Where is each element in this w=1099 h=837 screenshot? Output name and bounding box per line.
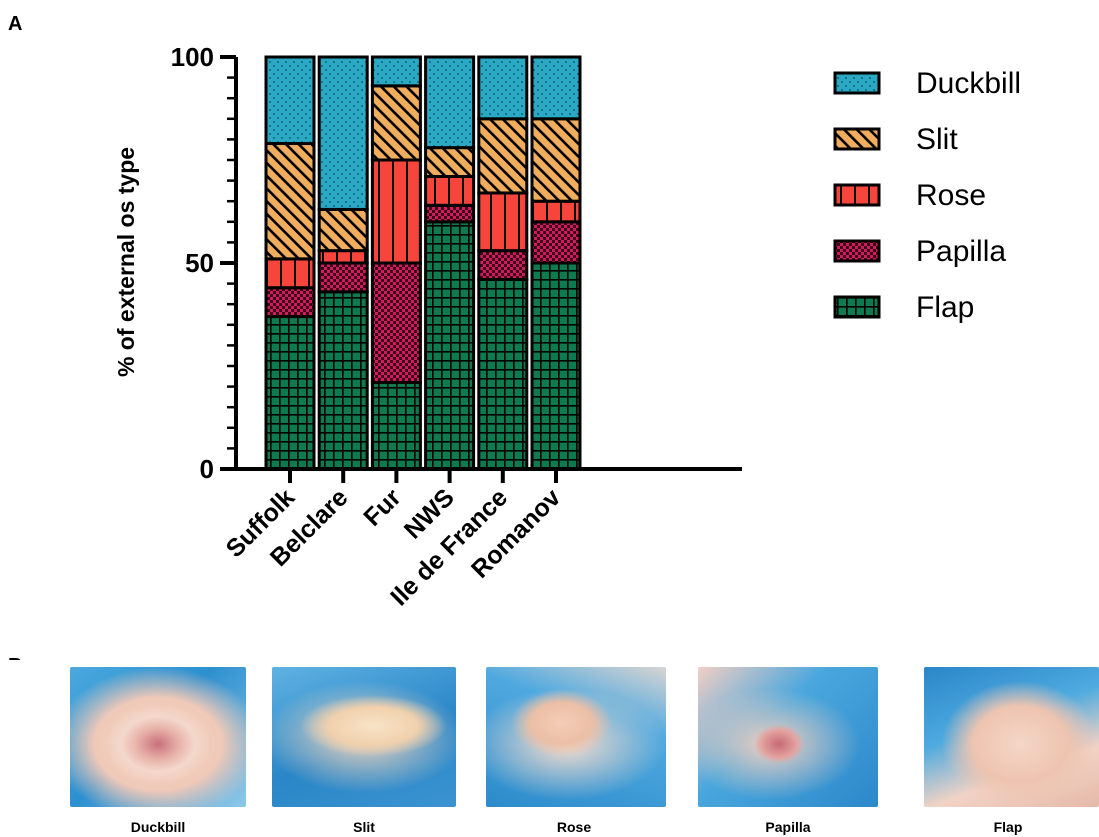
bar-belclare-papilla (317, 261, 369, 294)
bar-nws-papilla (424, 203, 476, 224)
legend-label-flap: Flap (916, 291, 974, 324)
legend-label-papilla: Papilla (916, 235, 1006, 268)
legend-swatch-duckbill (833, 71, 881, 95)
y-tick-label: 0 (200, 454, 214, 484)
bar-nws-rose (424, 174, 476, 207)
legend-label-duckbill: Duckbill (916, 67, 1021, 100)
bar-belclare-rose (317, 249, 369, 265)
bar-suffolk-rose (264, 257, 316, 290)
flap-photo (924, 667, 1099, 807)
bar-suffolk-duckbill (264, 55, 316, 146)
rose-photo (486, 667, 666, 807)
bar-nws-duckbill (424, 55, 476, 150)
bars-layer (264, 55, 582, 471)
flap-caption: Flap (993, 819, 1023, 835)
bar-belclare-flap (317, 290, 369, 471)
y-tick-label: 100 (171, 42, 214, 72)
bar-fur-rose (370, 158, 422, 265)
bar-suffolk-slit (264, 142, 316, 261)
slit-caption: Slit (353, 819, 375, 835)
bar-romanov-flap (530, 261, 582, 471)
bar-ile-de-france-rose (477, 191, 529, 253)
legend-swatch-slit (833, 127, 881, 151)
bar-fur-slit (370, 84, 422, 162)
bar-ile-de-france-duckbill (477, 55, 529, 121)
papilla-caption: Papilla (765, 819, 811, 835)
bar-nws-slit (424, 146, 476, 178)
legend-swatch-flap (833, 295, 881, 319)
legend-swatch-papilla (833, 239, 881, 263)
y-tick-label: 50 (185, 248, 214, 278)
rose-caption: Rose (556, 819, 592, 835)
bar-ile-de-france-papilla (477, 249, 529, 281)
duckbill-photo (70, 667, 246, 807)
legend: Duckbill Slit Rose Papilla Flap (833, 67, 1021, 324)
slit-photo (272, 667, 456, 807)
bar-fur-duckbill (370, 55, 422, 88)
bar-belclare-duckbill (317, 55, 369, 211)
bar-ile-de-france-flap (477, 277, 529, 471)
bar-fur-papilla (370, 261, 422, 384)
bar-romanov-papilla (530, 220, 582, 265)
bar-ile-de-france-slit (477, 117, 529, 195)
bar-nws-flap (424, 220, 476, 471)
bar-fur-flap (370, 380, 422, 471)
bar-belclare-slit (317, 207, 369, 253)
duckbill-caption: Duckbill (130, 819, 186, 835)
legend-swatch-rose (833, 183, 881, 207)
legend-label-rose: Rose (916, 179, 986, 212)
bar-suffolk-flap (264, 315, 316, 471)
legend-label-slit: Slit (916, 123, 958, 156)
papilla-photo (698, 667, 878, 807)
bar-suffolk-papilla (264, 286, 316, 319)
bar-romanov-duckbill (530, 55, 582, 121)
panel-a-label: A (8, 13, 22, 35)
panel-b-label: B (8, 655, 22, 660)
y-axis-title: % of external os type (113, 147, 139, 377)
bar-romanov-rose (530, 199, 582, 224)
bar-romanov-slit (530, 117, 582, 203)
